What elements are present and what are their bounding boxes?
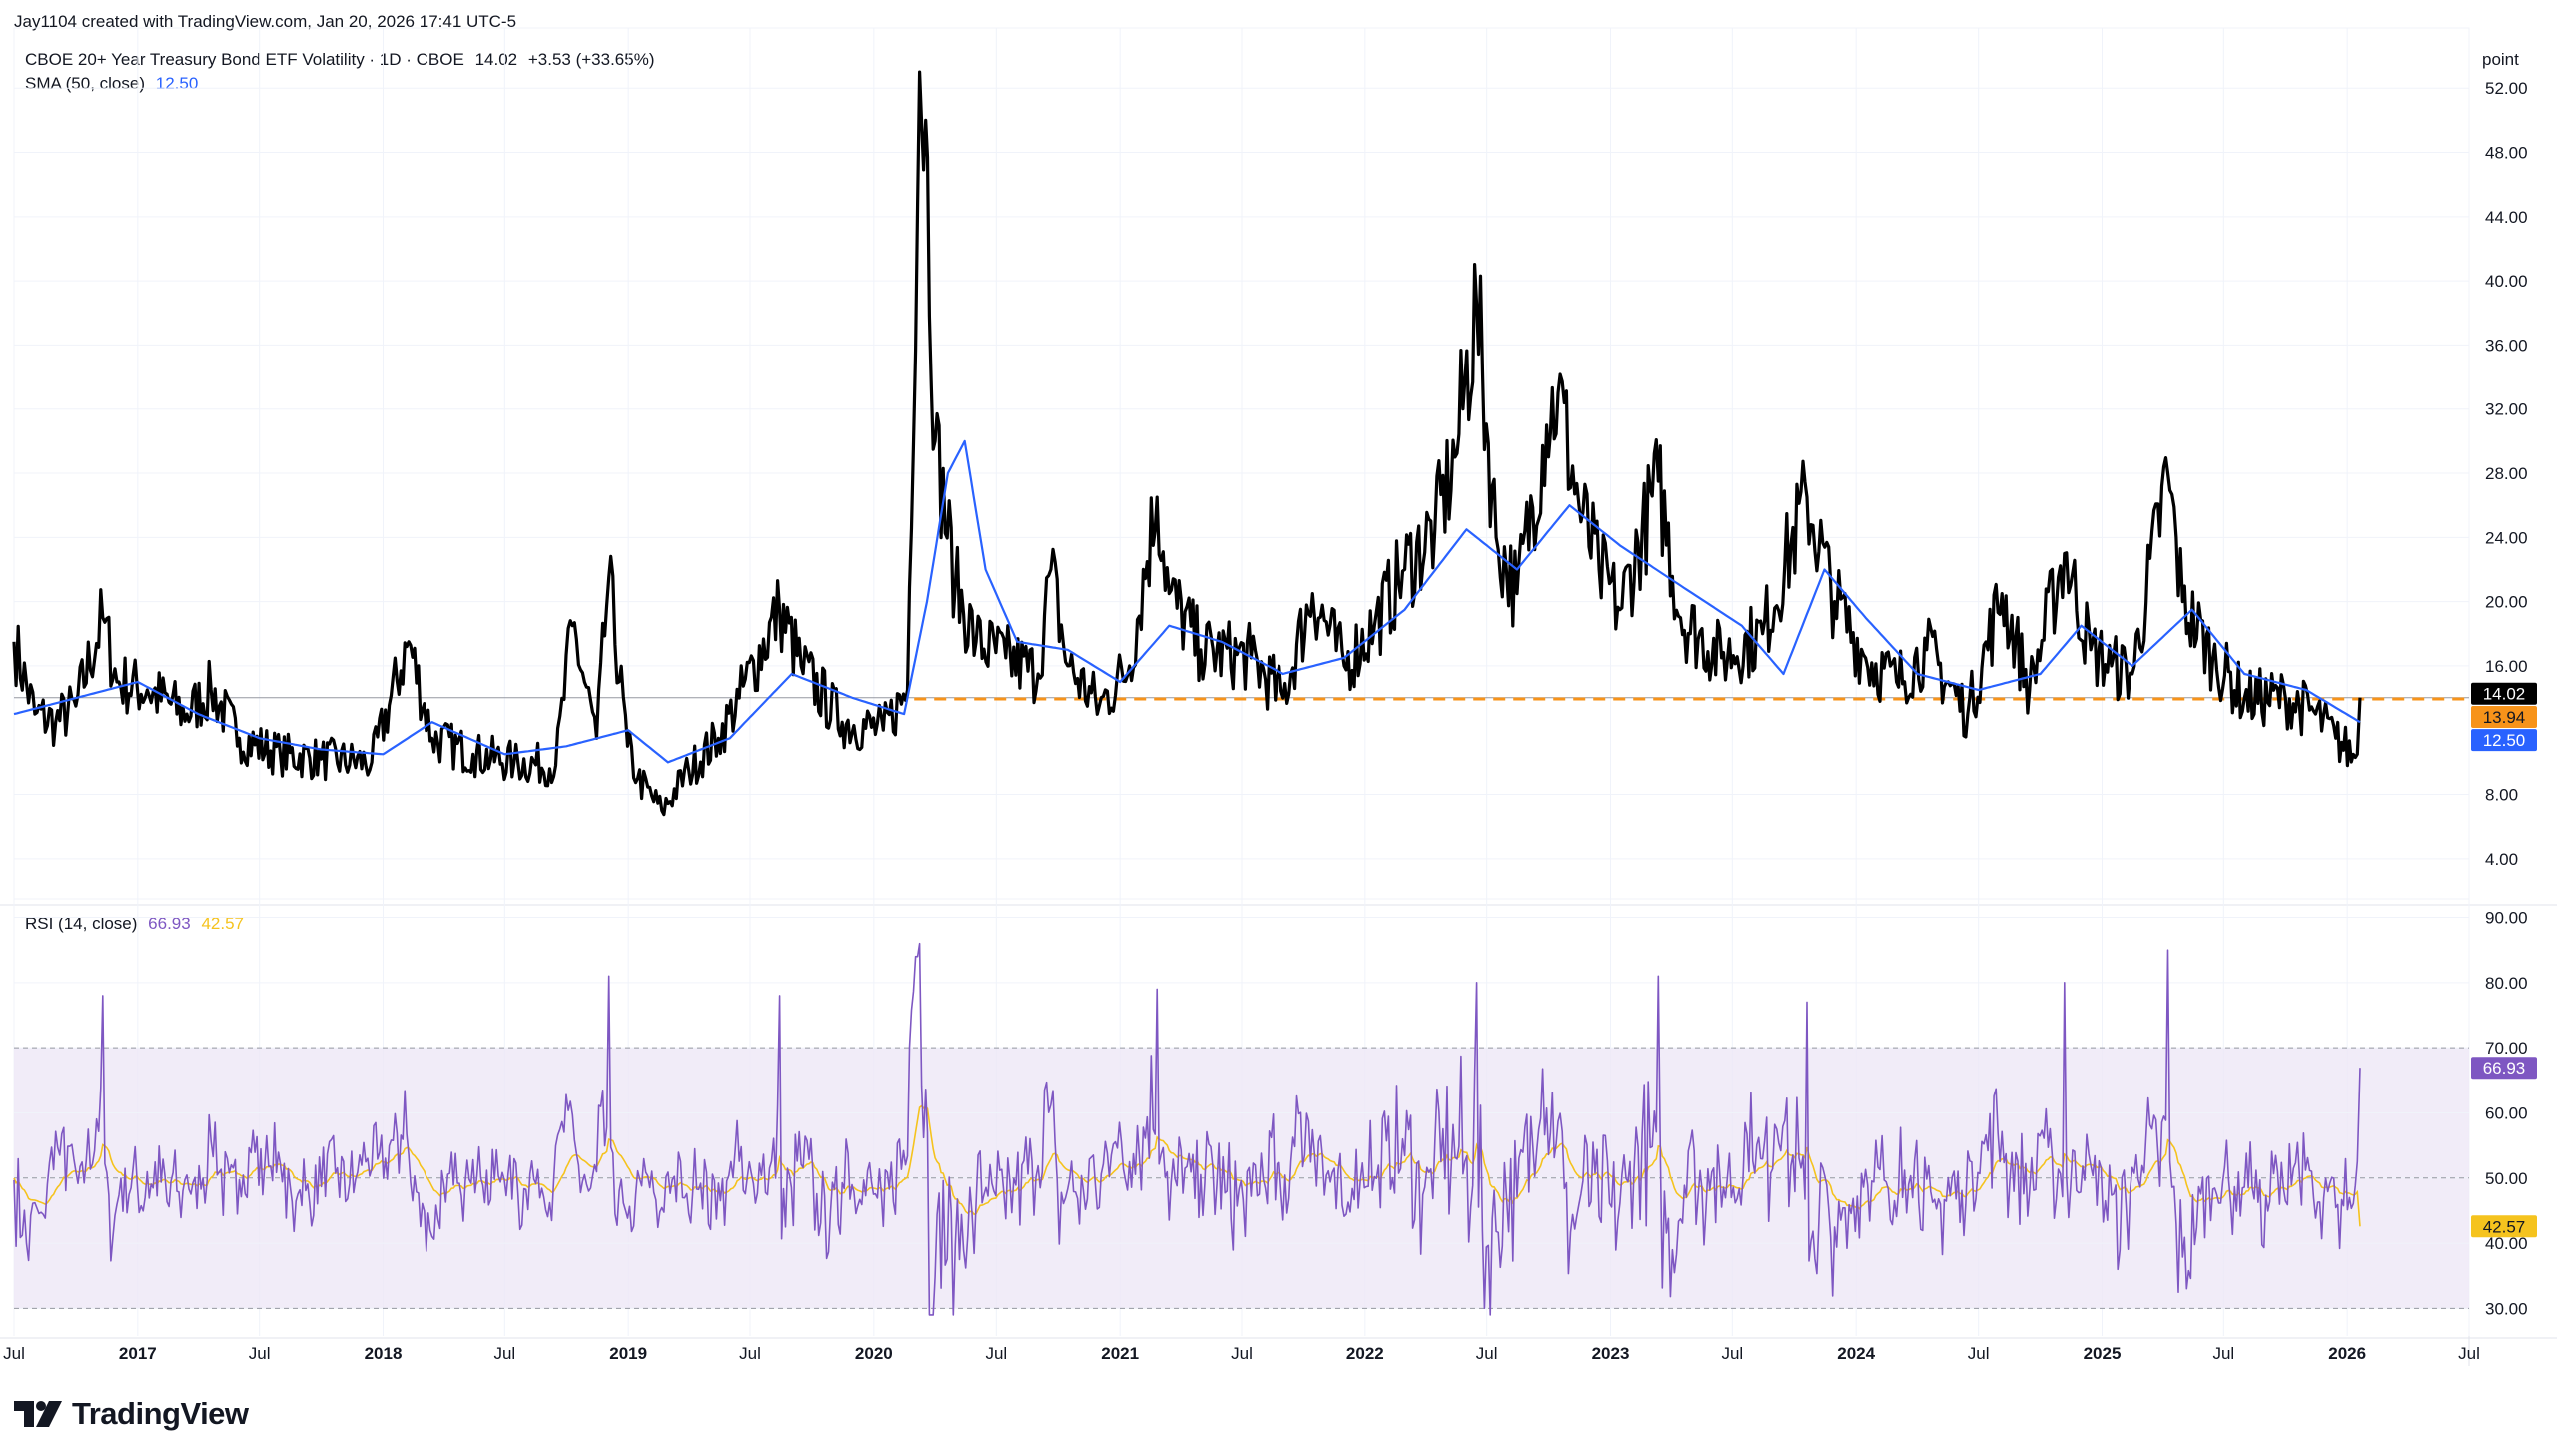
sma-series-line — [13, 439, 2361, 764]
rsi-legend[interactable]: RSI (14, close) 66.93 42.57 — [25, 914, 244, 934]
x-tick-label: 2026 — [2328, 1344, 2366, 1363]
main-y-tick-label: 32.00 — [2485, 400, 2528, 419]
main-y-tick-label: 48.00 — [2485, 144, 2528, 163]
main-y-tick-label: 16.00 — [2485, 657, 2528, 676]
last-price: 14.02 — [474, 50, 518, 69]
x-tick-label: 2019 — [609, 1344, 647, 1363]
x-tick-label: 2023 — [1592, 1344, 1630, 1363]
rsi-ma-badge — [2471, 1215, 2537, 1238]
rsi-y-tick-label: 70.00 — [2485, 1039, 2528, 1058]
reference-badge — [2471, 706, 2537, 729]
author-caption: Jay1104 created with TradingView.com, Ja… — [14, 12, 517, 31]
symbol-name[interactable]: CBOE 20+ Year Treasury Bond ETF Volatili… — [25, 50, 464, 69]
x-tick-label: Jul — [985, 1344, 1007, 1363]
symbol-legend: CBOE 20+ Year Treasury Bond ETF Volatili… — [25, 50, 655, 70]
x-tick-label: 2022 — [1346, 1344, 1384, 1363]
x-tick-label: 2017 — [119, 1344, 157, 1363]
rsi-y-tick-label: 40.00 — [2485, 1234, 2528, 1253]
last-price-badge-label: 14.02 — [2483, 685, 2526, 704]
sma-badge — [2471, 729, 2537, 752]
main-y-tick-label: 28.00 — [2485, 464, 2528, 483]
x-tick-label: Jul — [3, 1344, 25, 1363]
x-tick-label: Jul — [1476, 1344, 1498, 1363]
x-tick-label: Jul — [739, 1344, 761, 1363]
price-series-line — [12, 70, 2362, 817]
rsi-badge-label: 66.93 — [2483, 1059, 2526, 1078]
unit-label: point — [2482, 50, 2519, 69]
rsi-y-tick-label: 90.00 — [2485, 909, 2528, 928]
x-tick-label: Jul — [1968, 1344, 1990, 1363]
x-tick-label: 2021 — [1101, 1344, 1139, 1363]
x-tick-label: Jul — [493, 1344, 515, 1363]
x-tick-label: 2024 — [1837, 1344, 1875, 1363]
rsi-y-tick-label: 60.00 — [2485, 1103, 2528, 1122]
main-y-tick-label: 44.00 — [2485, 208, 2528, 227]
main-y-tick-label: 40.00 — [2485, 272, 2528, 291]
main-y-tick-label: 36.00 — [2485, 336, 2528, 355]
rsi-line — [13, 942, 2361, 1316]
reference-badge-label: 13.94 — [2483, 708, 2526, 727]
x-tick-label: Jul — [1231, 1344, 1253, 1363]
x-tick-label: Jul — [249, 1344, 271, 1363]
main-y-tick-label: 52.00 — [2485, 79, 2528, 98]
rsi-value: 66.93 — [148, 914, 191, 933]
rsi-ma-line — [13, 1104, 2361, 1227]
x-tick-label: 2018 — [365, 1344, 403, 1363]
price-change: +3.53 (+33.65%) — [527, 50, 655, 69]
rsi-y-tick-label: 50.00 — [2485, 1169, 2528, 1188]
x-tick-label: 2025 — [2084, 1344, 2122, 1363]
main-y-tick-label: 24.00 — [2485, 528, 2528, 547]
rsi-ma-badge-label: 42.57 — [2483, 1217, 2526, 1236]
rsi-badge — [2471, 1057, 2537, 1080]
x-tick-label: 2020 — [855, 1344, 893, 1363]
sma-badge-label: 12.50 — [2483, 731, 2526, 750]
main-y-tick-label: 20.00 — [2485, 593, 2528, 612]
x-tick-label: Jul — [2212, 1344, 2234, 1363]
rsi-y-tick-label: 80.00 — [2485, 974, 2528, 993]
rsi-label: RSI (14, close) — [25, 914, 138, 933]
x-tick-label: Jul — [1721, 1344, 1743, 1363]
tradingview-logo[interactable]: TradingView — [14, 1396, 249, 1432]
main-y-tick-label: 4.00 — [2485, 850, 2518, 869]
tradingview-logo-text: TradingView — [72, 1396, 249, 1431]
rsi-y-tick-label: 30.00 — [2485, 1299, 2528, 1318]
main-y-tick-label: 8.00 — [2485, 786, 2518, 805]
tradingview-logo-icon — [14, 1401, 62, 1427]
last-price-badge — [2471, 682, 2537, 705]
x-tick-label: Jul — [2458, 1344, 2480, 1363]
rsi-ma-value: 42.57 — [201, 914, 244, 933]
